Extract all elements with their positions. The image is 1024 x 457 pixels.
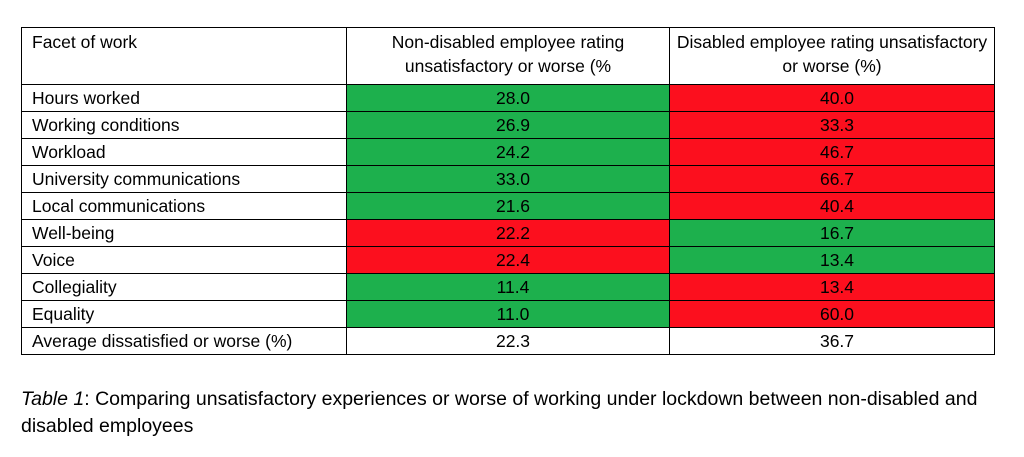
non-disabled-cell: 33.0 xyxy=(346,165,670,193)
non-disabled-cell: 22.3 xyxy=(346,327,670,355)
non-disabled-cell: 26.9 xyxy=(346,111,670,139)
facet-cell: Local communications xyxy=(21,192,347,220)
table-row: Local communications 21.6 40.4 xyxy=(21,192,995,220)
table-row: Collegiality 11.4 13.4 xyxy=(21,273,995,301)
non-disabled-cell: 22.2 xyxy=(346,219,670,247)
facet-cell: Working conditions xyxy=(21,111,347,139)
disabled-cell: 60.0 xyxy=(669,300,995,328)
non-disabled-cell: 11.0 xyxy=(346,300,670,328)
facet-cell: Workload xyxy=(21,138,347,166)
disabled-cell: 46.7 xyxy=(669,138,995,166)
table-row: Voice 22.4 13.4 xyxy=(21,246,995,274)
disabled-cell: 33.3 xyxy=(669,111,995,139)
disabled-cell: 40.0 xyxy=(669,84,995,112)
facet-cell: Voice xyxy=(21,246,347,274)
facet-cell: Equality xyxy=(21,300,347,328)
table-row: Hours worked 28.0 40.0 xyxy=(21,84,995,112)
facet-cell: Collegiality xyxy=(21,273,347,301)
disabled-cell: 36.7 xyxy=(669,327,995,355)
header-disabled: Disabled employee rating unsatisfactory … xyxy=(669,27,995,85)
disabled-cell: 40.4 xyxy=(669,192,995,220)
disabled-cell: 13.4 xyxy=(669,273,995,301)
non-disabled-cell: 24.2 xyxy=(346,138,670,166)
header-non-disabled: Non-disabled employee rating unsatisfact… xyxy=(346,27,670,85)
table-row: Workload 24.2 46.7 xyxy=(21,138,995,166)
facet-cell: Average dissatisfied or worse (%) xyxy=(21,327,347,355)
non-disabled-cell: 11.4 xyxy=(346,273,670,301)
comparison-table: Facet of work Non-disabled employee rati… xyxy=(21,27,995,355)
facet-cell: Hours worked xyxy=(21,84,347,112)
disabled-cell: 16.7 xyxy=(669,219,995,247)
table-row: Well-being 22.2 16.7 xyxy=(21,219,995,247)
facet-cell: Well-being xyxy=(21,219,347,247)
non-disabled-cell: 21.6 xyxy=(346,192,670,220)
table-caption: Table 1: Comparing unsatisfactory experi… xyxy=(21,386,1006,440)
disabled-cell: 13.4 xyxy=(669,246,995,274)
table-row: Equality 11.0 60.0 xyxy=(21,300,995,328)
table-row: University communications 33.0 66.7 xyxy=(21,165,995,193)
header-row: Facet of work Non-disabled employee rati… xyxy=(21,27,995,85)
caption-label: Table 1 xyxy=(21,388,85,410)
header-facet: Facet of work xyxy=(21,27,347,85)
table-row: Working conditions 26.9 33.3 xyxy=(21,111,995,139)
disabled-cell: 66.7 xyxy=(669,165,995,193)
non-disabled-cell: 22.4 xyxy=(346,246,670,274)
table-row-average: Average dissatisfied or worse (%) 22.3 3… xyxy=(21,327,995,355)
caption-text: : Comparing unsatisfactory experiences o… xyxy=(21,388,978,437)
non-disabled-cell: 28.0 xyxy=(346,84,670,112)
facet-cell: University communications xyxy=(21,165,347,193)
